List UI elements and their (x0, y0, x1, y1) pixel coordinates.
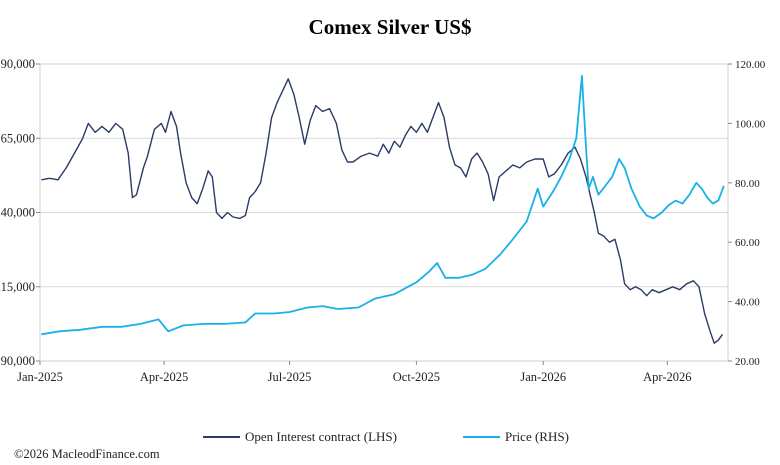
left-axis: 90,000 115,000 140,000 165,000 190,000 (0, 57, 40, 368)
legend-label-open-interest: Open Interest contract (LHS) (245, 429, 397, 444)
x-tick-label: Jan-2025 (17, 370, 63, 384)
right-tick-label: 120.00 (735, 59, 766, 71)
right-tick-label: 40.00 (735, 297, 760, 309)
gridlines (40, 63, 728, 288)
series-layer (41, 75, 725, 344)
right-tick-label: 80.00 (735, 178, 760, 190)
legend: Open Interest contract (LHS) Price (RHS) (203, 429, 569, 444)
right-tick-label: 100.00 (735, 118, 766, 130)
credit-text: ©2026 MacleodFinance.com (14, 447, 160, 461)
x-tick-label: Jan-2026 (520, 370, 566, 384)
right-tick-label: 20.00 (735, 356, 760, 368)
left-tick-label: 115,000 (0, 280, 35, 294)
x-axis: Jan-2025 Apr-2025 Jul-2025 Oct-2025 Jan-2026… (17, 361, 692, 384)
left-tick-label: 165,000 (0, 131, 35, 145)
right-axis: 20.00 40.00 60.00 80.00 100.00 120.00 (728, 59, 766, 368)
x-tick-label: Apr-2025 (140, 370, 188, 384)
open-interest-line (41, 78, 724, 344)
left-tick-label: 140,000 (0, 206, 35, 220)
x-tick-label: Oct-2025 (393, 370, 440, 384)
right-tick-label: 60.00 (735, 237, 760, 249)
legend-label-price: Price (RHS) (505, 429, 569, 444)
x-tick-label: Jul-2025 (268, 370, 312, 384)
left-tick-label: 90,000 (1, 354, 35, 368)
chart-title: Comex Silver US$ (309, 15, 472, 39)
left-tick-label: 190,000 (0, 57, 35, 71)
x-tick-label: Apr-2026 (643, 370, 691, 384)
price-line (41, 75, 725, 336)
